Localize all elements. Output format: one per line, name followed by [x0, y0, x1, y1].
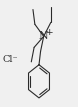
Text: N: N — [39, 31, 49, 41]
Text: Cl⁻: Cl⁻ — [2, 55, 18, 64]
Text: +: + — [46, 28, 53, 37]
